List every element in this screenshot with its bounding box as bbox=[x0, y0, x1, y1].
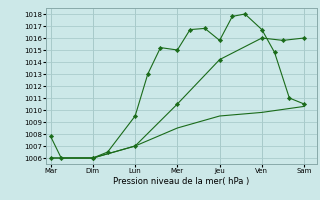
X-axis label: Pression niveau de la mer( hPa ): Pression niveau de la mer( hPa ) bbox=[114, 177, 250, 186]
